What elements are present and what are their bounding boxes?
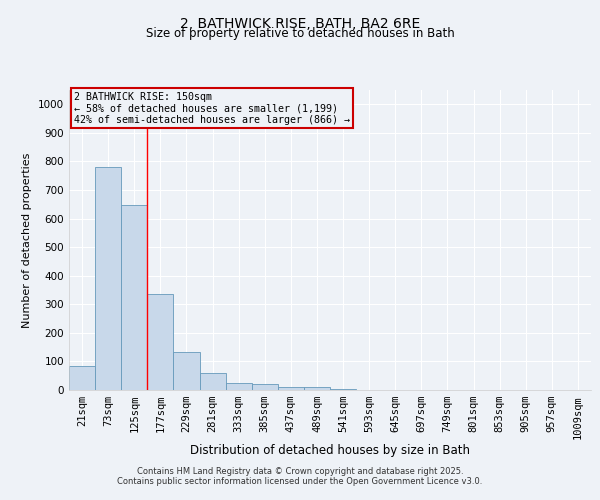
Bar (226, 384, 252, 390)
Bar (330, 388, 356, 390)
Text: Contains public sector information licensed under the Open Government Licence v3: Contains public sector information licen… (118, 477, 482, 486)
Text: 2 BATHWICK RISE: 150sqm
← 58% of detached houses are smaller (1,199)
42% of semi: 2 BATHWICK RISE: 150sqm ← 58% of detache… (74, 92, 350, 124)
Bar (199, 373, 226, 390)
X-axis label: Distribution of detached houses by size in Bath: Distribution of detached houses by size … (190, 444, 470, 457)
Bar (95, 167, 121, 390)
Bar (278, 387, 304, 390)
Y-axis label: Number of detached properties: Number of detached properties (22, 152, 32, 328)
Bar (173, 352, 199, 390)
Bar (121, 205, 148, 390)
Text: Contains HM Land Registry data © Crown copyright and database right 2025.: Contains HM Land Registry data © Crown c… (137, 467, 463, 476)
Bar (148, 294, 173, 390)
Bar (252, 384, 278, 390)
Text: 2, BATHWICK RISE, BATH, BA2 6RE: 2, BATHWICK RISE, BATH, BA2 6RE (180, 18, 420, 32)
Bar (69, 366, 95, 390)
Bar (304, 387, 330, 390)
Text: Size of property relative to detached houses in Bath: Size of property relative to detached ho… (146, 28, 454, 40)
